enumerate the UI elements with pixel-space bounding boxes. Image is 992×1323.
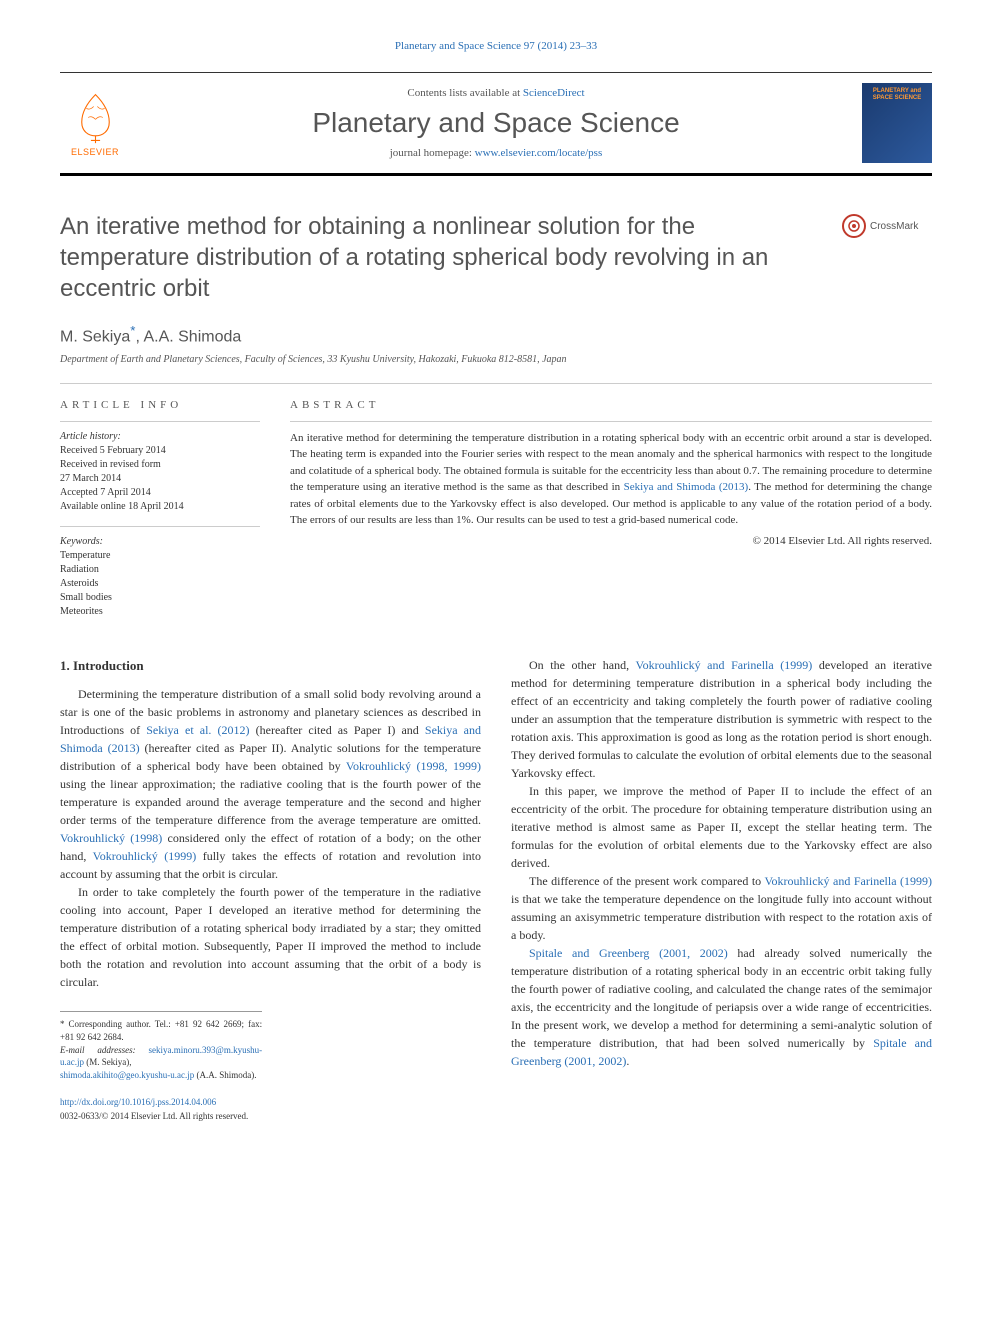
body-columns: 1. Introduction Determining the temperat… xyxy=(60,656,932,1123)
body-text: The difference of the present work compa… xyxy=(529,874,764,888)
history-item: Received 5 February 2014 xyxy=(60,444,260,458)
issn-copyright: 0032-0633/© 2014 Elsevier Ltd. All right… xyxy=(60,1110,481,1124)
journal-cover-thumbnail: PLANETARY and SPACE SCIENCE xyxy=(862,83,932,163)
journal-citation: Planetary and Space Science 97 (2014) 23… xyxy=(60,40,932,52)
body-text: . xyxy=(626,1054,629,1068)
abstract-text: An iterative method for determining the … xyxy=(290,421,932,550)
article-history: Article history: Received 5 February 201… xyxy=(60,421,260,514)
citation-link[interactable]: Sekiya and Shimoda (2013) xyxy=(624,481,749,493)
abstract-heading: ABSTRACT xyxy=(290,399,932,411)
title-row: An iterative method for obtaining a nonl… xyxy=(60,211,932,305)
paragraph: The difference of the present work compa… xyxy=(511,872,932,944)
footnotes: * Corresponding author. Tel.: +81 92 642… xyxy=(60,1011,262,1081)
homepage-link[interactable]: www.elsevier.com/locate/pss xyxy=(475,147,603,159)
publisher-logo: ELSEVIER xyxy=(60,83,130,163)
elsevier-tree-icon xyxy=(68,90,123,145)
sciencedirect-link[interactable]: ScienceDirect xyxy=(523,87,585,99)
paragraph: On the other hand, Vokrouhlický and Fari… xyxy=(511,656,932,782)
doi-block: http://dx.doi.org/10.1016/j.pss.2014.04.… xyxy=(60,1096,481,1123)
section-heading: 1. Introduction xyxy=(60,656,481,676)
email-line: shimoda.akihito@geo.kyushu-u.ac.jp (A.A.… xyxy=(60,1069,262,1082)
article-title: An iterative method for obtaining a nonl… xyxy=(60,211,822,305)
paragraph: In order to take completely the fourth p… xyxy=(60,883,481,991)
history-item: Accepted 7 April 2014 xyxy=(60,486,260,500)
keywords-label: Keywords: xyxy=(60,535,260,549)
abstract-column: ABSTRACT An iterative method for determi… xyxy=(290,399,932,631)
body-text: On the other hand, xyxy=(529,658,635,672)
copyright: © 2014 Elsevier Ltd. All rights reserved… xyxy=(290,533,932,550)
citation-link[interactable]: Spitale and Greenberg (2001, 2002) xyxy=(529,946,728,960)
history-item: 27 March 2014 xyxy=(60,472,260,486)
article-info-heading: ARTICLE INFO xyxy=(60,399,260,411)
homepage-prefix: journal homepage: xyxy=(390,147,475,159)
divider xyxy=(60,383,932,384)
citation-link[interactable]: Vokrouhlický (1998) xyxy=(60,831,162,845)
body-text: using the linear approximation; the radi… xyxy=(60,777,481,827)
body-text: had already solved numerically the tempe… xyxy=(511,946,932,1050)
keyword: Asteroids xyxy=(60,577,260,591)
keyword: Temperature xyxy=(60,549,260,563)
email-line: E-mail addresses: sekiya.minoru.393@m.ky… xyxy=(60,1044,262,1069)
header-center: Contents lists available at ScienceDirec… xyxy=(145,87,847,159)
paragraph: Determining the temperature distribution… xyxy=(60,685,481,883)
email-link[interactable]: shimoda.akihito@geo.kyushu-u.ac.jp xyxy=(60,1070,194,1080)
crossmark-label: CrossMark xyxy=(870,221,918,232)
keyword: Small bodies xyxy=(60,591,260,605)
body-text: developed an iterative method for determ… xyxy=(511,658,932,780)
left-column: 1. Introduction Determining the temperat… xyxy=(60,656,481,1123)
author-2: , A.A. Shimoda xyxy=(135,328,241,345)
keyword: Radiation xyxy=(60,563,260,577)
crossmark-badge[interactable]: CrossMark xyxy=(842,211,932,241)
email-paren: (A.A. Shimoda). xyxy=(194,1070,256,1080)
paragraph: In this paper, we improve the method of … xyxy=(511,782,932,872)
right-column: On the other hand, Vokrouhlický and Fari… xyxy=(511,656,932,1123)
article-info-column: ARTICLE INFO Article history: Received 5… xyxy=(60,399,260,631)
citation-link[interactable]: Vokrouhlický and Farinella (1999) xyxy=(635,658,812,672)
contents-line: Contents lists available at ScienceDirec… xyxy=(145,87,847,99)
citation-link[interactable]: Sekiya et al. (2012) xyxy=(146,723,249,737)
affiliation: Department of Earth and Planetary Scienc… xyxy=(60,354,932,365)
homepage-line: journal homepage: www.elsevier.com/locat… xyxy=(145,147,847,159)
journal-header: ELSEVIER Contents lists available at Sci… xyxy=(60,72,932,176)
body-text: (hereafter cited as Paper I) and xyxy=(250,723,425,737)
history-label: Article history: xyxy=(60,430,260,444)
authors: M. Sekiya*, A.A. Shimoda xyxy=(60,323,932,346)
keyword: Meteorites xyxy=(60,605,260,619)
history-item: Available online 18 April 2014 xyxy=(60,500,260,514)
citation-link[interactable]: Vokrouhlický and Farinella (1999) xyxy=(764,874,932,888)
history-item: Received in revised form xyxy=(60,458,260,472)
journal-title: Planetary and Space Science xyxy=(145,107,847,139)
body-text: is that we take the temperature dependen… xyxy=(511,892,932,942)
paragraph: Spitale and Greenberg (2001, 2002) had a… xyxy=(511,944,932,1070)
contents-prefix: Contents lists available at xyxy=(407,87,522,99)
corresponding-author-note: * Corresponding author. Tel.: +81 92 642… xyxy=(60,1018,262,1043)
keywords-section: Keywords: Temperature Radiation Asteroid… xyxy=(60,526,260,619)
email-paren: (M. Sekiya), xyxy=(84,1057,132,1067)
journal-cover-text: PLANETARY and SPACE SCIENCE xyxy=(867,88,927,101)
email-label: E-mail addresses: xyxy=(60,1045,149,1055)
doi-link[interactable]: http://dx.doi.org/10.1016/j.pss.2014.04.… xyxy=(60,1097,216,1107)
author-1: M. Sekiya xyxy=(60,328,130,345)
citation-link[interactable]: Vokrouhlický (1999) xyxy=(93,849,197,863)
publisher-name: ELSEVIER xyxy=(71,147,119,157)
crossmark-icon xyxy=(842,214,866,238)
info-abstract-row: ARTICLE INFO Article history: Received 5… xyxy=(60,399,932,631)
citation-link[interactable]: Vokrouhlický (1998, 1999) xyxy=(346,759,481,773)
